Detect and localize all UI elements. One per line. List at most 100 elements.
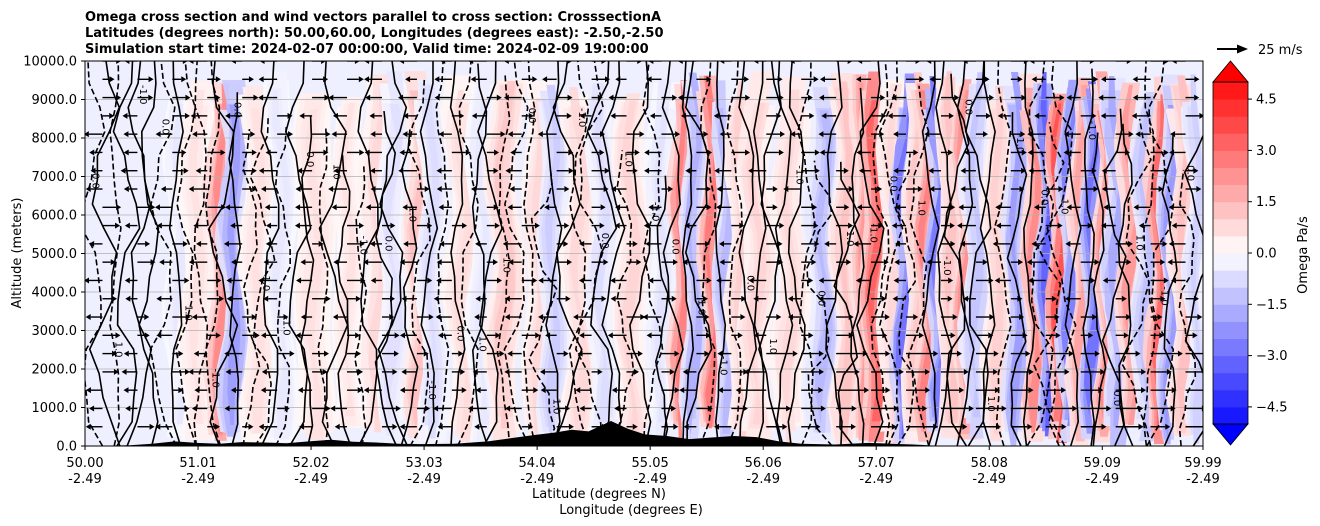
wind-vector-head — [296, 277, 302, 284]
wind-vector-head — [954, 94, 960, 101]
contour-line — [377, 61, 409, 446]
wind-vector-head — [745, 94, 751, 101]
wind-vector-head — [123, 350, 129, 357]
wind-vector-head — [1101, 186, 1107, 193]
wind-vector-head — [614, 222, 620, 229]
wind-vector-head — [398, 94, 404, 101]
wind-vector-head — [925, 387, 931, 394]
wind-vector-head — [323, 76, 329, 83]
contour-line — [228, 92, 242, 446]
wind-vector-head — [1093, 76, 1099, 83]
omega-band — [1190, 74, 1203, 444]
wind-vector-head — [808, 332, 814, 339]
wind-vector-head — [1204, 351, 1209, 357]
omega-band — [424, 86, 440, 439]
wind-vector-head — [997, 112, 1003, 119]
wind-vector-head — [877, 186, 883, 193]
wind-vector-head — [807, 94, 813, 101]
wind-vector-head — [680, 112, 686, 119]
wind-vector-head — [891, 222, 897, 229]
wind-vector-head — [960, 167, 966, 174]
wind-vector-head — [295, 186, 301, 193]
wind-vector-head — [948, 277, 954, 284]
wind-vector-head — [563, 350, 569, 357]
wind-vector-head — [790, 131, 796, 138]
wind-vector-head — [1133, 204, 1139, 211]
wind-vector-head — [231, 259, 237, 266]
wind-vector-head — [950, 332, 956, 339]
wind-vector-head — [1163, 277, 1169, 284]
wind-vector-head — [1094, 259, 1100, 266]
wind-vector-head — [702, 295, 708, 302]
wind-vector-head — [401, 295, 407, 302]
wind-vector-head — [779, 222, 785, 229]
contour-line — [208, 61, 239, 446]
wind-vector-head — [215, 423, 221, 430]
wind-vector-head — [706, 76, 712, 83]
contour-line — [1046, 61, 1077, 446]
wind-vector-head — [579, 240, 585, 247]
wind-vector-head — [1026, 259, 1032, 266]
contour-label: 0.0 — [1184, 165, 1195, 181]
wind-vector-head — [528, 423, 534, 430]
wind-vector-head — [1028, 277, 1034, 284]
wind-vector-head — [159, 259, 165, 266]
wind-vector-head — [601, 61, 607, 64]
wind-vector-head — [503, 61, 509, 64]
wind-vector-head — [392, 368, 398, 375]
wind-vector-head — [226, 295, 232, 302]
wind-vector-head — [603, 186, 609, 193]
omega-band — [383, 104, 404, 423]
wind-vector-head — [844, 204, 850, 211]
wind-vector-head — [1141, 368, 1147, 375]
wind-vector-head — [1160, 259, 1166, 266]
wind-vector-head — [856, 149, 862, 156]
wind-vector-head — [1157, 314, 1163, 321]
wind-vector-head — [156, 295, 162, 302]
wind-vector-head — [160, 186, 166, 193]
wind-vector-head — [737, 332, 743, 339]
wind-vector-head — [962, 61, 968, 64]
wind-vector-head — [597, 94, 603, 101]
x-tick-label-lon: -2.49 — [746, 472, 780, 487]
wind-vector-head — [893, 167, 899, 174]
wind-vector-head — [184, 277, 190, 284]
wind-vector-head — [112, 350, 118, 357]
wind-vector-head — [475, 387, 481, 394]
wind-vector-head — [1165, 423, 1171, 430]
wind-vector-head — [294, 222, 300, 229]
contour-label: 1.0 — [1134, 235, 1145, 251]
wind-vector-head — [394, 332, 400, 339]
x-tick-label-lat: 59.99 — [1184, 456, 1221, 471]
omega-band — [814, 110, 834, 423]
wind-vector-head — [1093, 186, 1099, 193]
contour-label: 1.0 — [477, 336, 488, 352]
wind-vector-head — [1054, 314, 1060, 321]
wind-vector-head — [116, 94, 122, 101]
y-axis-ticks: 0.0 1000.0 2000.0 3000.0 4000.0 5000.0 6000.0 7… — [23, 55, 85, 455]
wind-vector-head — [989, 314, 995, 321]
wind-vector-head — [1158, 186, 1164, 193]
contour-line — [551, 61, 583, 446]
wind-vector-head — [333, 167, 339, 174]
wind-vector-head — [399, 423, 405, 430]
wind-vector-head — [964, 149, 970, 156]
wind-vector-head — [1038, 405, 1044, 412]
wind-vector-head — [778, 149, 784, 156]
wind-vector-head — [643, 222, 649, 229]
wind-vector-head — [706, 277, 712, 284]
wind-vector-head — [1171, 61, 1177, 64]
wind-vector-head — [717, 387, 723, 394]
wind-vector-head — [956, 350, 962, 357]
wind-vector-head — [1199, 112, 1203, 119]
wind-vector-head — [1194, 94, 1200, 101]
contour-line — [503, 61, 530, 446]
contour-line — [642, 61, 664, 446]
wind-vector-head — [328, 186, 334, 193]
wind-vector-head — [184, 405, 190, 412]
wind-vector-head — [1132, 76, 1138, 83]
wind-vector-head — [195, 167, 201, 174]
wind-vector-head — [468, 61, 474, 64]
contour-line — [850, 87, 865, 446]
contour-line — [586, 61, 618, 446]
